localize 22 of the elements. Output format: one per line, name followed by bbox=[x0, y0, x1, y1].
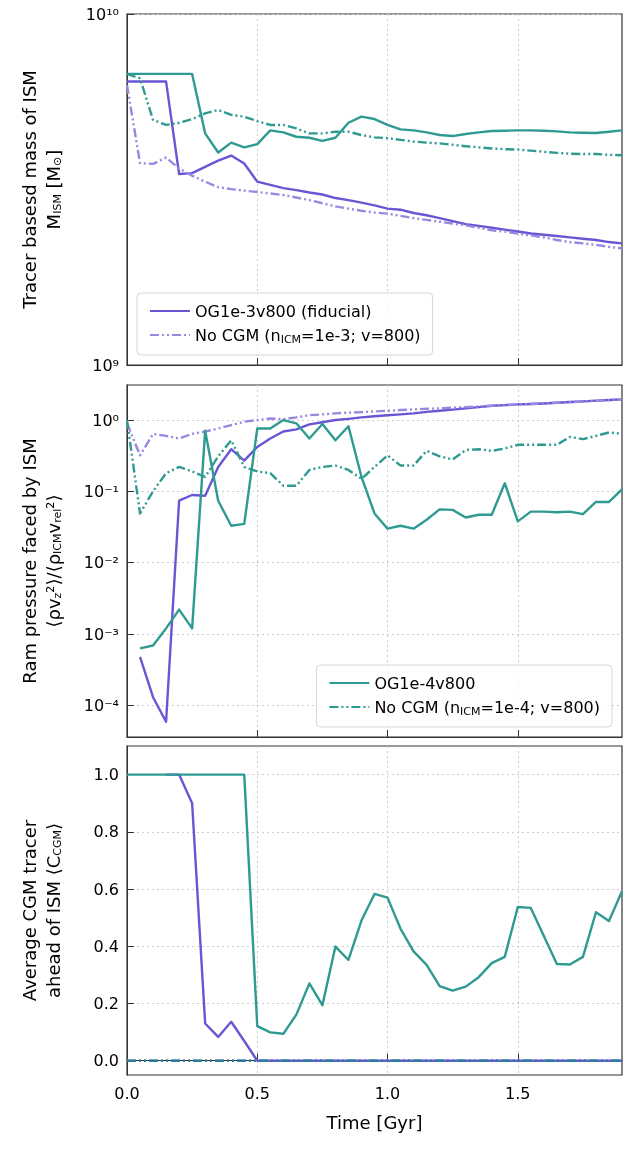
y-tick-label: 10⁻³ bbox=[83, 624, 119, 644]
y-tick-label: 10⁹ bbox=[92, 355, 119, 375]
y-tick-label: 10¹⁰ bbox=[85, 4, 119, 24]
y-tick-label: 10⁻¹ bbox=[83, 481, 119, 501]
x-tick-label: 1.0 bbox=[374, 1083, 401, 1103]
line-series bbox=[125, 398, 624, 457]
y-tick-label: 0.8 bbox=[93, 822, 119, 842]
y-tick-label: 0.2 bbox=[93, 993, 119, 1013]
y-tick-label: 10⁻⁴ bbox=[83, 695, 119, 715]
y-tick-label: 10⁻² bbox=[83, 553, 119, 573]
x-tick-label: 0.0 bbox=[114, 1083, 140, 1103]
y-tick-label: 0.4 bbox=[93, 936, 119, 956]
y-tick-label: 0.0 bbox=[93, 1051, 119, 1071]
legend-label: OG1e-4v800 bbox=[374, 673, 476, 693]
y-tick-label: 0.6 bbox=[93, 879, 119, 899]
legend-label: OG1e-3v800 (fiducial) bbox=[195, 301, 372, 321]
x-axis-title: Time [Gyr] bbox=[325, 1111, 423, 1133]
y-tick-label: 1.0 bbox=[93, 765, 119, 785]
x-tick-label: 0.5 bbox=[244, 1083, 270, 1103]
x-tick-label: 1.5 bbox=[505, 1083, 531, 1103]
y-tick-label: 10⁰ bbox=[92, 410, 119, 430]
line-series bbox=[125, 773, 624, 1035]
